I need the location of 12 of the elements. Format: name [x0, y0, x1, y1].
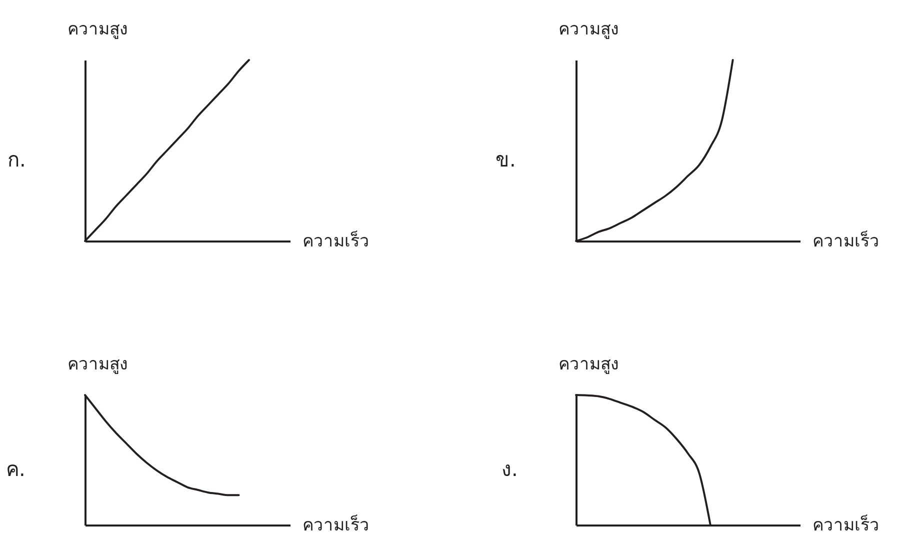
- y-axis-title: ความสูง: [68, 354, 128, 374]
- text: ข.: [495, 148, 516, 172]
- x-axis-title: ความเร็ว: [812, 514, 880, 536]
- y-axis-title: ความสูง: [68, 20, 128, 40]
- y-axis-title: ความสูง: [558, 20, 618, 40]
- x-axis-title: ความเร็ว: [302, 514, 370, 536]
- x-axis-title: ความเร็ว: [302, 230, 370, 252]
- text: ค.: [6, 457, 26, 481]
- text: ก.: [7, 148, 26, 172]
- x-axis-title: ความเร็ว: [812, 230, 880, 252]
- y-axis-title: ความสูง: [558, 354, 618, 374]
- text: ง.: [501, 457, 518, 481]
